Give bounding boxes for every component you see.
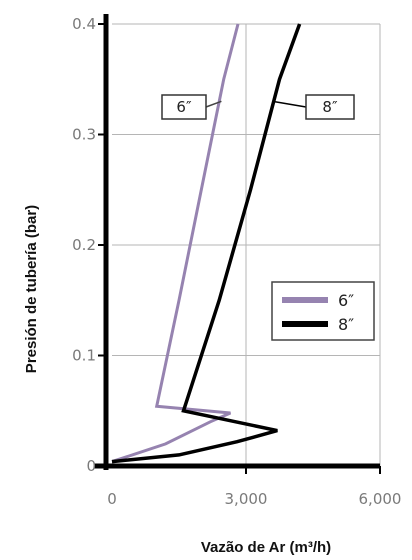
series-layer: [111, 23, 302, 464]
callout-leader: [205, 100, 222, 108]
axes: [94, 14, 381, 474]
x-axis-title: Vazão de Ar (m³/h): [201, 539, 331, 556]
y-tick-label: 0.3: [72, 126, 96, 144]
x-tick-label: 6,000: [359, 490, 402, 508]
y-tick-label: 0.2: [72, 236, 96, 254]
callout-label: 6″: [176, 98, 192, 116]
legend-label-1: 6″: [338, 291, 354, 310]
x-tick-label: 0: [107, 490, 117, 508]
y-tick-label: 0.1: [72, 347, 96, 365]
callouts: 6″ 8″: [161, 94, 355, 120]
callout-label: 8″: [322, 98, 338, 116]
series-line-2: [111, 23, 302, 464]
series-line-1: [111, 23, 240, 464]
callout-box: [161, 94, 207, 120]
y-tick-label: 0.4: [72, 15, 96, 33]
x-tick-label: 3,000: [225, 490, 268, 508]
callout-box: [305, 94, 355, 120]
y-axis-title: Presión de tubería (bar): [23, 205, 40, 373]
grid: [112, 23, 381, 466]
tick-labels: 0 0.1 0.2 0.3 0.4 0 3,000 6,000: [72, 15, 401, 508]
legend-box: [271, 281, 375, 341]
callout-leader: [272, 100, 307, 108]
y-tick-label: 0: [86, 457, 96, 475]
legend: 6″8″: [271, 281, 375, 341]
legend-label-2: 8″: [338, 315, 354, 334]
